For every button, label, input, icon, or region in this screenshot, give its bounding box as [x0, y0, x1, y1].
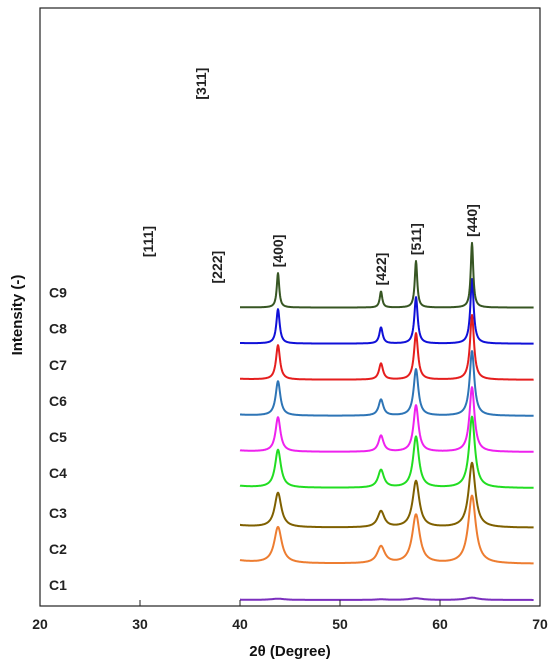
series-label-c4: C4	[49, 465, 67, 481]
peak-label: [111]	[140, 226, 156, 257]
peak-label: [400]	[270, 235, 286, 268]
x-tick-label: 30	[132, 616, 148, 632]
series-line-c2	[239, 494, 535, 565]
peak-label: [440]	[464, 204, 480, 237]
peak-label: [311]	[193, 68, 209, 100]
series-label-c7: C7	[49, 357, 67, 373]
x-tick-label: 60	[432, 616, 448, 632]
x-tick-label: 70	[532, 616, 548, 632]
series-line-c8	[239, 278, 535, 345]
peak-label: [222]	[209, 251, 225, 284]
peak-label: [422]	[373, 253, 389, 286]
x-axis-title: 2θ (Degree)	[249, 643, 330, 660]
series-label-c8: C8	[49, 321, 67, 337]
series-layer	[239, 241, 535, 601]
peak-label-layer: [111] [311] [222] [400] [422] [511] [440]	[140, 68, 480, 286]
series-line-c3	[239, 461, 535, 529]
series-line-c7	[239, 314, 535, 381]
x-tick-label: 20	[32, 616, 48, 632]
series-label-c9: C9	[49, 285, 67, 301]
series-label-c2: C2	[49, 541, 67, 557]
y-axis-title: Intensity (-)	[9, 275, 26, 356]
series-label-c6: C6	[49, 393, 67, 409]
series-label-layer: C1 C2 C3 C4 C5 C6 C7 C8 C9	[49, 285, 67, 593]
x-axis: 20 30 40 50 60 70	[32, 600, 548, 632]
x-tick-label: 40	[232, 616, 248, 632]
x-tick-label: 50	[332, 616, 348, 632]
plot-frame	[39, 7, 541, 607]
series-label-c5: C5	[49, 429, 67, 445]
series-line-c6	[239, 350, 535, 417]
series-label-c3: C3	[49, 505, 67, 521]
peak-label: [511]	[408, 223, 424, 255]
series-line-c5	[239, 386, 535, 453]
series-line-c1	[239, 596, 535, 601]
series-label-c1: C1	[49, 577, 67, 593]
series-line-c9	[239, 241, 535, 309]
series-line-c4	[239, 415, 535, 489]
